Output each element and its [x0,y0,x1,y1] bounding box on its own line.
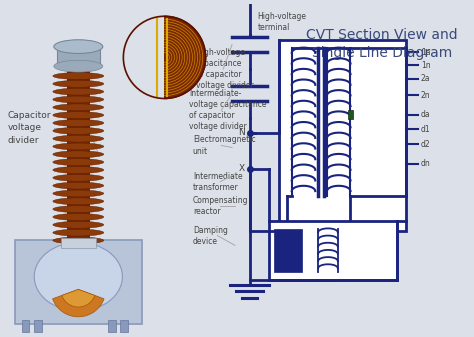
Bar [57,47,100,66]
Bar [34,320,42,332]
Text: 1n: 1n [421,61,430,70]
Ellipse shape [53,143,104,150]
Bar [279,40,406,231]
Ellipse shape [53,81,104,87]
Circle shape [123,16,206,98]
Text: High-voltage
capacitance
of capacitor
voltage divider: High-voltage capacitance of capacitor vo… [196,48,254,90]
Text: Damping
device: Damping device [193,225,228,246]
Bar [120,320,128,332]
Ellipse shape [53,174,104,181]
Bar [274,229,301,272]
Bar [108,320,116,332]
Ellipse shape [53,120,104,126]
Text: Capacitor
voltage
divider: Capacitor voltage divider [8,111,51,145]
Bar [269,221,396,280]
Ellipse shape [53,96,104,103]
Text: 2n: 2n [421,91,430,100]
Text: Electromagnetic
unit: Electromagnetic unit [193,135,255,156]
Ellipse shape [53,214,104,220]
Text: CVT Section View and
Single Line Diagram: CVT Section View and Single Line Diagram [306,28,457,60]
Ellipse shape [53,229,104,236]
Ellipse shape [53,237,104,244]
Ellipse shape [53,151,104,158]
Ellipse shape [53,135,104,142]
Text: 1a: 1a [421,48,430,57]
Ellipse shape [34,242,122,311]
Ellipse shape [53,72,104,80]
Ellipse shape [53,127,104,134]
Bar [347,110,354,119]
Text: d2: d2 [421,140,430,149]
Ellipse shape [53,159,104,165]
Text: Intermediate-
voltage capacitance
of capacitor
voltage divider: Intermediate- voltage capacitance of cap… [189,89,266,131]
Wedge shape [62,289,95,307]
Text: dn: dn [421,159,431,168]
Bar [61,239,96,248]
Bar [15,241,142,324]
Ellipse shape [53,182,104,189]
Ellipse shape [53,104,104,111]
Bar [121,14,164,100]
Ellipse shape [53,221,104,228]
Text: Compensating
reactor: Compensating reactor [193,196,248,216]
Bar [66,67,90,243]
Text: X: X [238,164,245,174]
Text: da: da [421,110,430,119]
Ellipse shape [53,198,104,205]
Ellipse shape [53,190,104,197]
Ellipse shape [53,166,104,174]
Text: d1: d1 [421,125,430,134]
Ellipse shape [53,206,104,213]
Bar [74,45,82,69]
Ellipse shape [53,112,104,119]
Text: Intermediate
transformer: Intermediate transformer [193,172,243,192]
Ellipse shape [54,40,103,54]
Ellipse shape [53,88,104,95]
Text: N: N [238,128,245,137]
Wedge shape [53,289,104,317]
Ellipse shape [54,60,103,72]
Text: 2a: 2a [421,74,430,83]
Text: High-voltage
terminal: High-voltage terminal [257,12,307,32]
Bar [21,320,29,332]
